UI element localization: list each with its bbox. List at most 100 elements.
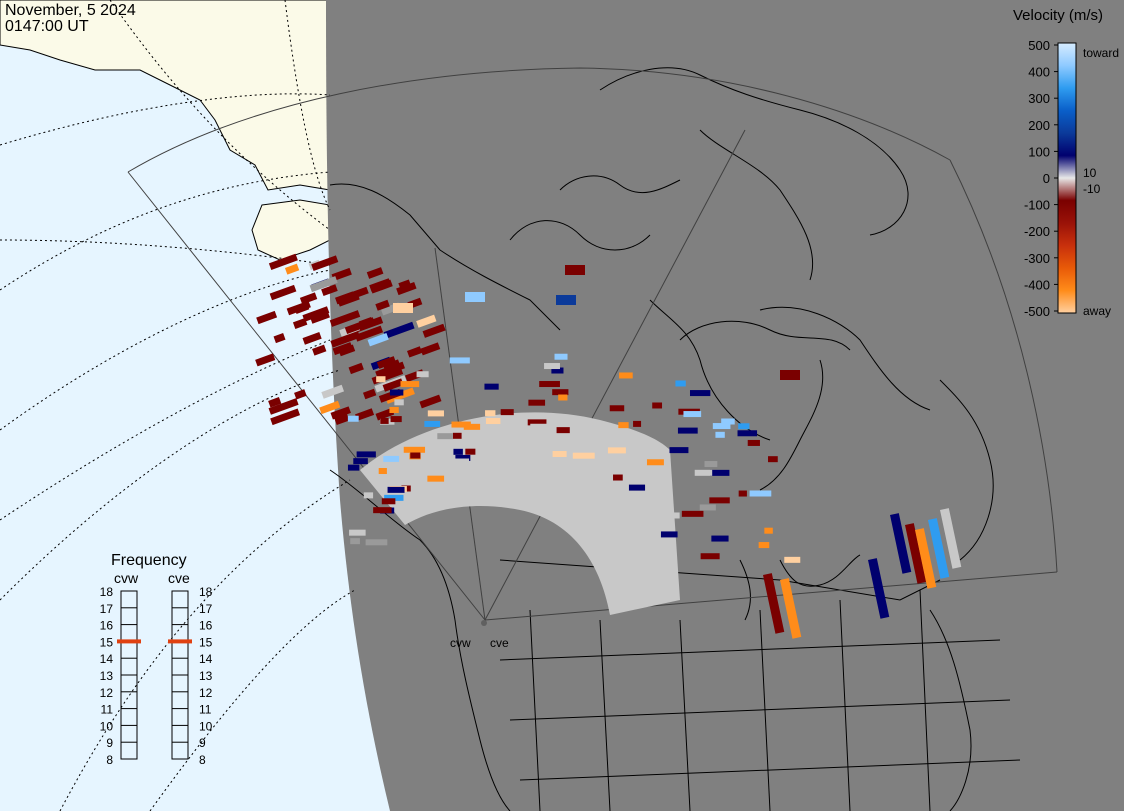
velocity-cell [652, 402, 663, 409]
frequency-scale-label: 10 [199, 719, 213, 733]
velocity-cell [373, 507, 392, 514]
legend-tick-label: 400 [1028, 65, 1050, 80]
velocity-cell [715, 431, 725, 438]
velocity-cell [384, 494, 404, 501]
fov-outlines [127, 67, 1058, 621]
radar-label-cve: cve [490, 636, 509, 650]
velocity-cell [321, 284, 338, 297]
velocity-cell [868, 558, 890, 619]
velocity-cell [646, 459, 664, 466]
frequency-scale-label: 14 [100, 652, 114, 666]
velocity-cell [370, 279, 393, 294]
velocity-cell [407, 346, 423, 358]
velocity-cell [376, 376, 386, 383]
velocity-cell [915, 528, 937, 589]
velocity-cell [302, 332, 322, 345]
velocity-cell [628, 471, 648, 478]
velocity-cell [365, 539, 388, 546]
velocity-cell [721, 418, 735, 425]
velocity-cell [619, 372, 633, 379]
velocity-cell [420, 342, 441, 356]
velocity-cell [763, 573, 785, 634]
radar-label-cvw: cvw [450, 636, 471, 650]
velocity-cell [558, 394, 568, 401]
velocity-cell [349, 529, 366, 536]
velocity-cell [683, 411, 702, 418]
velocity-cell [677, 427, 698, 434]
velocity-cell [366, 267, 384, 279]
legend-tick-label: -100 [1024, 198, 1050, 213]
scatter-fan [360, 412, 680, 615]
velocity-cell [565, 265, 585, 275]
velocity-cell [572, 452, 595, 459]
frequency-scale-label: 18 [100, 585, 114, 599]
velocity-cell [465, 448, 476, 455]
velocity-cell [383, 455, 400, 462]
legend-inner-pos: 10 [1083, 166, 1097, 180]
frequency-panel: 18 18 17 17 16 16 15 15 14 14 13 13 12 12 11 11 10 10 9 9 8 8 [100, 585, 213, 767]
velocity-cell [358, 316, 374, 329]
velocity-cell [393, 303, 413, 313]
frequency-scale-label: 8 [199, 753, 206, 767]
velocity-cell [338, 286, 369, 304]
velocity-cell [389, 389, 404, 396]
legend-inner-neg: -10 [1083, 182, 1101, 196]
velocity-cell [382, 378, 404, 392]
frequency-scale-label: 17 [100, 602, 114, 616]
velocity-cell [394, 399, 404, 406]
frequency-scale-label: 9 [106, 736, 113, 750]
velocity-cell [584, 422, 594, 429]
velocity-cell [613, 474, 623, 481]
velocity-cell [355, 408, 375, 421]
radar-site-marker [481, 620, 487, 626]
velocity-cell [378, 468, 387, 475]
velocity-cell [711, 535, 729, 542]
velocity-cell [463, 423, 481, 430]
frequency-right-label: cve [168, 570, 190, 586]
velocity-cell [302, 306, 330, 322]
velocity-cell [348, 362, 364, 375]
velocity-cell [556, 427, 570, 434]
velocity-cell [485, 410, 496, 417]
velocity-cell [350, 538, 360, 545]
velocity-cell [780, 370, 800, 380]
velocity-cell [389, 406, 399, 413]
velocity-cell [416, 314, 437, 328]
velocity-cell [451, 421, 471, 428]
legend-color-bar [1057, 42, 1077, 314]
velocity-cell [410, 452, 421, 459]
velocity-cell [669, 447, 689, 454]
velocity-cell [375, 361, 405, 379]
velocity-cell [618, 422, 629, 429]
velocity-cell [329, 310, 361, 327]
frequency-scale-label: 8 [106, 753, 113, 767]
velocity-cell [928, 518, 950, 579]
velocity-cell [628, 484, 646, 491]
frequency-scale-label: 15 [199, 635, 213, 649]
velocity-cell [780, 578, 802, 639]
velocity-cell [590, 452, 604, 459]
velocity-cell [764, 527, 773, 534]
velocity-cell [330, 406, 351, 420]
velocity-cell [331, 267, 352, 282]
legend-tick-label: 300 [1028, 91, 1050, 106]
legend-tick-label: -400 [1024, 277, 1050, 292]
frequency-left-label: cvw [114, 570, 139, 586]
velocity-cell [330, 330, 361, 348]
night-region [326, 0, 1124, 811]
velocity-cell [321, 384, 345, 399]
velocity-cell [528, 399, 546, 406]
legend-away-label: away [1083, 304, 1111, 318]
frequency-scale-label: 13 [199, 669, 213, 683]
velocity-cell [530, 423, 548, 430]
velocity-cell [551, 367, 564, 374]
velocity-cell [362, 388, 377, 400]
velocity-cell [376, 356, 397, 369]
velocity-cell [403, 446, 426, 453]
velocity-cell [390, 416, 402, 423]
velocity-cell [269, 284, 297, 301]
velocity-cell [347, 464, 360, 471]
velocity-cell [758, 542, 770, 549]
velocity-cell [665, 512, 680, 519]
velocity-cell [710, 469, 730, 476]
